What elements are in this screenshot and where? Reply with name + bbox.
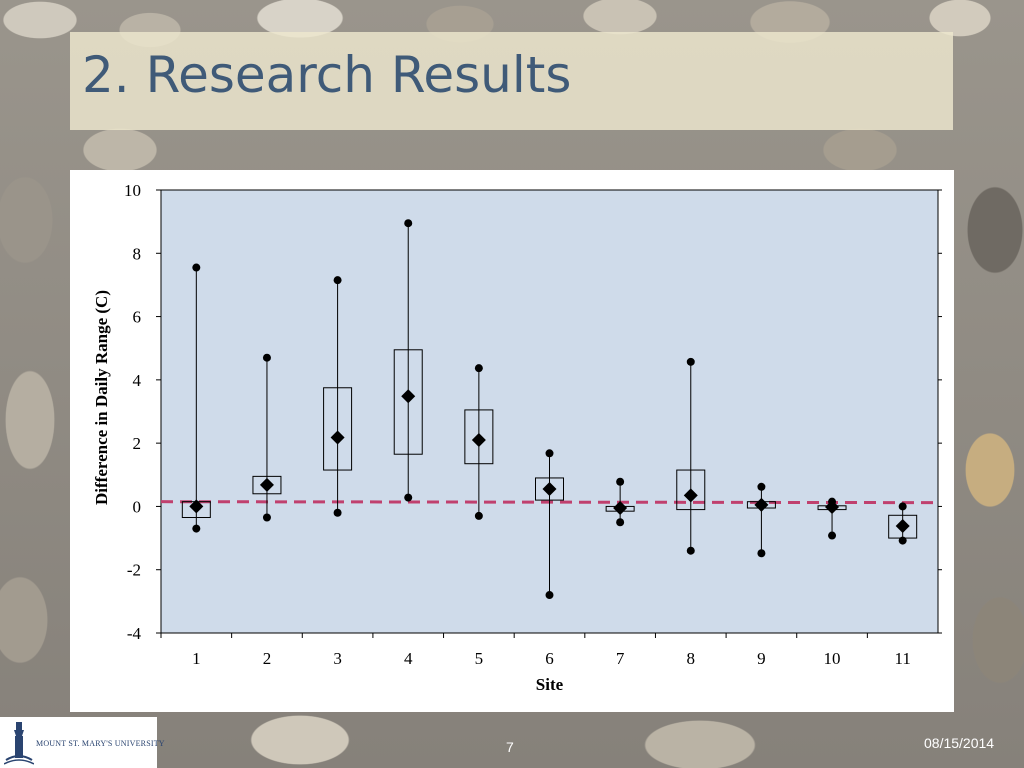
mean-marker (330, 430, 345, 445)
x-axis-title: Site (536, 675, 564, 694)
max-point (262, 353, 271, 362)
y-tick-label: 6 (133, 308, 142, 327)
max-point (545, 449, 554, 458)
slide-date: 08/15/2014 (924, 735, 995, 751)
iqr-box (393, 349, 423, 455)
max-point (757, 482, 766, 491)
site-11-box-group (888, 502, 918, 545)
max-point (616, 477, 625, 486)
min-point (262, 513, 271, 522)
mean-marker (754, 497, 769, 512)
max-point (898, 502, 907, 511)
min-point (333, 508, 342, 517)
min-point (686, 546, 695, 555)
x-tick-label: 10 (824, 649, 841, 668)
x-tick-label: 2 (263, 649, 272, 668)
iqr-box (676, 469, 706, 511)
mean-marker (259, 477, 274, 492)
max-point (686, 357, 695, 366)
y-tick-label: 4 (133, 371, 142, 390)
mean-marker (895, 519, 910, 534)
chart-panel: -4 -2 0 2 4 6 8 10 1 2 3 4 5 6 7 8 9 10 11 Site Difference i… (70, 170, 954, 712)
min-point (898, 536, 907, 545)
min-point (545, 591, 554, 600)
site-1-box-group (181, 263, 211, 533)
y-tick-label: 0 (133, 497, 142, 516)
max-point (192, 263, 201, 272)
max-point (404, 219, 413, 228)
site-6-box-group (535, 449, 564, 600)
mean-marker (471, 432, 486, 447)
max-point (474, 364, 483, 373)
iqr-box (252, 475, 282, 495)
university-logo: MOUNT ST. MARY'S UNIVERSITY (0, 717, 165, 768)
mean-marker (542, 482, 557, 497)
title-bar: 2. Research Results (70, 32, 953, 130)
site-8-box-group (676, 357, 706, 555)
max-point (333, 276, 342, 285)
site-5-box-group (464, 364, 494, 520)
slide-number: 7 (506, 739, 514, 755)
site-7-box-group (605, 477, 635, 527)
x-tick-label: 11 (894, 649, 910, 668)
y-tick-label: 8 (133, 244, 142, 263)
x-tick-label: 8 (687, 649, 696, 668)
min-point (828, 531, 837, 540)
min-point (616, 518, 625, 527)
y-axis-title: Difference in Daily Range (C) (92, 290, 111, 505)
mean-marker (189, 499, 204, 514)
y-tick-label: 2 (133, 434, 142, 453)
university-tower-icon (4, 722, 34, 765)
x-tick-label: 5 (475, 649, 484, 668)
y-tick-label: 10 (124, 181, 141, 200)
x-tick-label: 6 (545, 649, 554, 668)
min-point (192, 524, 201, 533)
mean-marker (613, 501, 628, 516)
y-tick-label: -4 (127, 624, 142, 643)
min-point (757, 549, 766, 558)
mean-marker (683, 488, 698, 503)
mean-marker (825, 500, 840, 515)
mean-marker (401, 389, 416, 404)
site-3-box-group (323, 276, 353, 517)
iqr-box (535, 477, 564, 501)
min-point (404, 493, 413, 502)
y-tick-label: -2 (127, 561, 141, 580)
x-tick-label: 7 (616, 649, 625, 668)
x-tick-label: 4 (404, 649, 413, 668)
x-tick-label: 9 (757, 649, 766, 668)
site-2-box-group (252, 353, 282, 522)
logo-text: MOUNT ST. MARY'S UNIVERSITY (36, 739, 165, 748)
site-9-box-group (746, 482, 776, 558)
site-4-box-group (393, 219, 423, 502)
iqr-box (464, 409, 494, 465)
x-tick-label: 3 (333, 649, 342, 668)
iqr-box (323, 387, 353, 471)
site-10-box-group (817, 497, 847, 540)
x-tick-label: 1 (192, 649, 201, 668)
slide-title: 2. Research Results (82, 46, 572, 104)
min-point (474, 511, 483, 520)
